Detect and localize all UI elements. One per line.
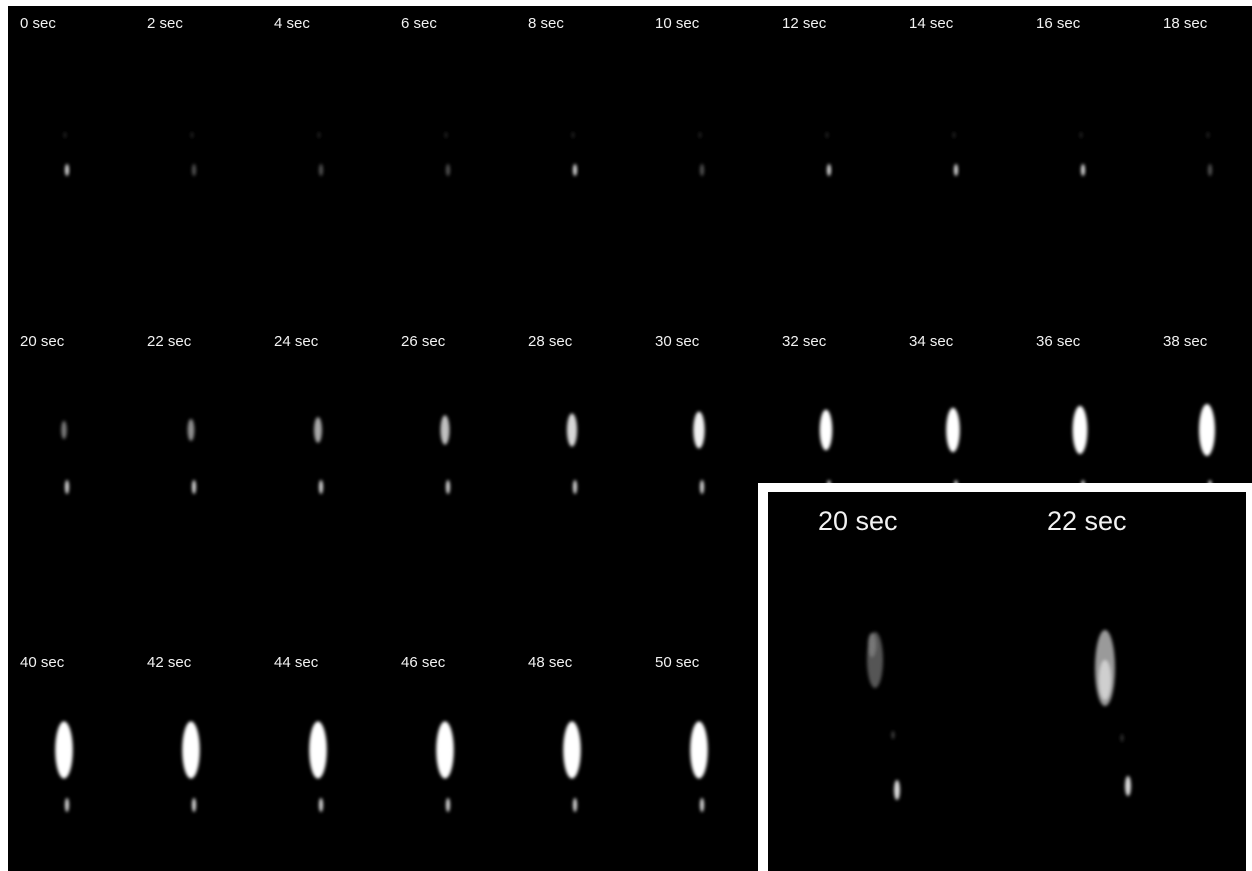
- uptake-blob: [693, 412, 704, 449]
- uptake-blob: [309, 721, 327, 778]
- frame-label: 20 sec: [20, 333, 65, 350]
- frame-label: 2 sec: [147, 15, 183, 32]
- frame-label: 12 sec: [782, 15, 827, 32]
- uptake-blob: [55, 721, 73, 778]
- uptake-spot: [1207, 132, 1209, 138]
- uptake-blob: [188, 419, 195, 441]
- uptake-spot: [319, 164, 323, 176]
- uptake-spot: [954, 164, 958, 176]
- frame-label: 24 sec: [274, 333, 319, 350]
- uptake-spot: [192, 164, 196, 176]
- uptake-spot: [700, 480, 704, 494]
- uptake-spot: [192, 480, 196, 494]
- uptake-blob: [1199, 404, 1215, 456]
- uptake-spot: [192, 798, 196, 812]
- frame-label: 10 sec: [655, 15, 700, 32]
- frame-label: 48 sec: [528, 654, 573, 671]
- frame-label: 16 sec: [1036, 15, 1081, 32]
- frame-label: 30 sec: [655, 333, 700, 350]
- uptake-spot: [446, 480, 450, 494]
- uptake-blob: [1073, 406, 1088, 454]
- page: {"grid": {"rows": [ ["0 sec", "2 sec", "…: [0, 0, 1252, 871]
- frame-label: 0 sec: [20, 15, 56, 32]
- figure: 0 sec 2 sec 4 sec 6 sec 8 sec 10 sec 12 sec 14 …: [0, 0, 1252, 871]
- frame-label: 18 sec: [1163, 15, 1208, 32]
- uptake-spot: [573, 798, 577, 812]
- frame-label: 8 sec: [528, 15, 564, 32]
- inset-label: 22 sec: [1047, 506, 1127, 536]
- inset-background: [768, 492, 1246, 871]
- frame-label: 6 sec: [401, 15, 437, 32]
- uptake-spot: [446, 164, 450, 176]
- frame-label: 14 sec: [909, 15, 954, 32]
- uptake-blob: [820, 410, 833, 451]
- uptake-blob: [436, 721, 454, 778]
- uptake-blob: [690, 721, 708, 778]
- frame-label: 34 sec: [909, 333, 954, 350]
- uptake-blob: [440, 415, 449, 444]
- uptake-blob: [563, 721, 581, 778]
- frame-label: 44 sec: [274, 654, 319, 671]
- uptake-spot: [65, 798, 69, 812]
- uptake-spot: [1081, 164, 1085, 176]
- inset-label: 20 sec: [818, 506, 898, 536]
- uptake-spot: [65, 164, 69, 176]
- uptake-blob: [314, 417, 322, 443]
- uptake-spot: [446, 798, 450, 812]
- uptake-spot: [573, 164, 577, 176]
- uptake-blob: [946, 408, 960, 452]
- uptake-spot: [65, 480, 69, 494]
- uptake-spot: [826, 132, 828, 138]
- uptake-spot: [699, 132, 701, 138]
- frame-label: 38 sec: [1163, 333, 1208, 350]
- uptake-spot: [953, 132, 955, 138]
- uptake-blob: [567, 413, 577, 446]
- uptake-spot: [319, 798, 323, 812]
- uptake-blob: [61, 421, 67, 439]
- uptake-spot: [827, 164, 831, 176]
- frame-label: 22 sec: [147, 333, 192, 350]
- uptake-spot: [573, 480, 577, 494]
- frame-label: 36 sec: [1036, 333, 1081, 350]
- frame-label: 26 sec: [401, 333, 446, 350]
- frame-label: 46 sec: [401, 654, 446, 671]
- frame-label: 50 sec: [655, 654, 700, 671]
- frame-label: 32 sec: [782, 333, 827, 350]
- uptake-spot: [572, 132, 574, 138]
- frame-label: 42 sec: [147, 654, 192, 671]
- frame-label: 40 sec: [20, 654, 65, 671]
- uptake-blob: [182, 721, 200, 778]
- uptake-spot: [319, 480, 323, 494]
- frame-label: 28 sec: [528, 333, 573, 350]
- uptake-spot: [318, 132, 320, 138]
- uptake-spot: [191, 132, 193, 138]
- frame-label: 4 sec: [274, 15, 310, 32]
- uptake-spot: [1080, 132, 1082, 138]
- uptake-spot: [64, 132, 66, 138]
- inset: 20 sec 22 sec: [758, 483, 1252, 871]
- uptake-spot: [700, 798, 704, 812]
- uptake-spot: [445, 132, 447, 138]
- uptake-spot: [700, 164, 704, 176]
- uptake-spot: [1208, 164, 1212, 176]
